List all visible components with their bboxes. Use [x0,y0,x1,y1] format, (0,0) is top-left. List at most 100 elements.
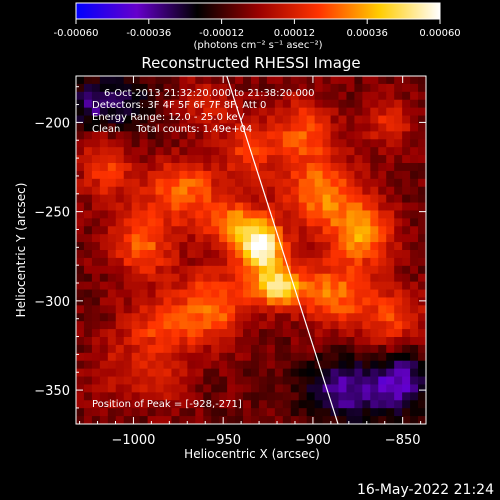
heatmap-cell [346,178,355,188]
heatmap-cell [386,392,395,401]
heatmap-cell [258,400,268,409]
heatmap-cell [99,289,109,298]
heatmap-cell [219,273,228,283]
info-clean-counts: Clean Total counts: 1.49e+04 [92,124,252,135]
heatmap-cell [155,400,164,409]
heatmap-cell [410,321,419,330]
heatmap-cell [282,186,292,196]
heatmap-cell [362,250,371,259]
heatmap-cell [314,368,323,377]
heatmap-cell [203,273,212,283]
heatmap-cell [410,210,419,219]
footer-date: 16-May-2022 21:24 [357,482,494,498]
heatmap-cell [298,178,308,188]
heatmap-cell [322,170,331,180]
heatmap-cell [147,273,156,283]
heatmap-cell [306,202,316,211]
heatmap-cell [306,107,316,116]
heatmap-cell [418,400,426,409]
heatmap-cell [179,360,188,370]
heatmap-cell [274,139,284,148]
heatmap-cell [346,170,355,180]
heatmap-cell [115,400,125,409]
heatmap-cell [251,273,260,283]
heatmap-cell [195,170,204,180]
heatmap-cell [139,139,148,148]
heatmap-cell [362,218,371,227]
heatmap-cell [131,99,141,109]
heatmap-cell [91,131,101,140]
x-axis-title: Heliocentric X (arcsec) [184,447,320,461]
heatmap-cell [83,83,93,93]
heatmap-cell [266,408,276,417]
heatmap-cell [83,76,93,85]
heatmap-cell [163,147,172,156]
heatmap-cell [187,99,196,109]
heatmap-cell [147,115,156,124]
heatmap-cell [322,289,331,298]
heatmap-cell [131,416,141,424]
heatmap-cell [123,289,133,298]
heatmap-cell [338,321,347,330]
heatmap-cell [99,202,109,211]
heatmap-cell [338,416,347,424]
heatmap-cell [251,178,260,188]
heatmap-cell [211,360,220,370]
heatmap-cell [378,170,387,180]
heatmap-cell [330,155,339,164]
heatmap-cell [290,218,300,227]
heatmap-cell [362,131,371,140]
heatmap-cell [171,352,180,362]
heatmap-cell [131,194,141,203]
heatmap-cell [394,273,403,283]
heatmap-cell [195,305,204,314]
heatmap-cell [179,257,188,267]
heatmap-cell [362,344,371,354]
heatmap-cell [274,416,284,424]
heatmap-cell [410,368,419,377]
heatmap-cell [211,305,220,314]
heatmap-cell [155,131,164,140]
heatmap-cell [362,384,371,393]
heatmap-cell [171,305,180,314]
heatmap-cell [235,83,244,93]
heatmap-cell [418,83,426,93]
heatmap-cell [203,186,212,196]
heatmap-cell [187,242,196,251]
heatmap-cell [386,297,395,306]
heatmap-cell [346,257,355,267]
heatmap-cell [243,416,252,424]
heatmap-cell [378,376,387,385]
heatmap-cell [155,368,164,377]
heatmap-cell [251,297,260,306]
heatmap-cell [402,360,411,370]
heatmap-cell [179,147,188,156]
heatmap-cell [139,384,148,393]
heatmap-cell [187,329,196,338]
x-tick-label: −1000 [111,433,155,448]
heatmap-cell [235,163,244,172]
heatmap-cell [115,83,125,93]
heatmap-cell [251,257,260,267]
heatmap-cell [243,202,252,211]
heatmap-cell [131,210,141,219]
heatmap-cell [258,289,268,298]
heatmap-cell [107,107,117,116]
heatmap-cell [410,147,419,156]
heatmap-cell [330,392,339,401]
heatmap-cell [171,131,180,140]
heatmap-cell [290,384,300,393]
heatmap-cell [370,352,379,362]
heatmap-cell [418,281,426,290]
colorbar: -0.00060 -0.00036 -0.00012 0.00012 0.00036 0.… [54,2,461,51]
heatmap-cell [147,257,156,267]
heatmap-cell [171,83,180,93]
heatmap-cell [378,234,387,243]
heatmap-cell [211,265,220,275]
heatmap-cell [203,234,212,243]
heatmap-cell [91,139,101,148]
heatmap-cell [115,155,125,164]
heatmap-cell [83,242,93,251]
heatmap-cell [107,123,117,132]
heatmap-cell [155,297,164,306]
